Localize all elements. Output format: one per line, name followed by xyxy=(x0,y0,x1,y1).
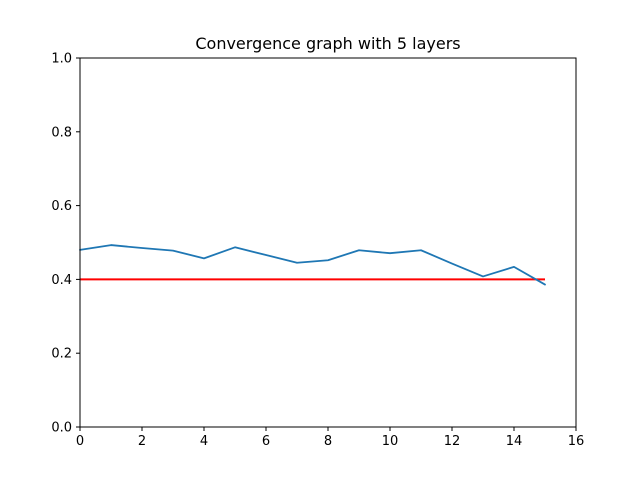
y-tick-label: 0.0 xyxy=(51,421,72,436)
x-tick-label: 4 xyxy=(200,434,208,449)
x-axis: 0 2 4 6 8 10 12 14 16 xyxy=(76,427,584,449)
chart-title: Convergence graph with 5 layers xyxy=(195,34,460,53)
series-line-0 xyxy=(79,244,546,286)
x-tick-label: 0 xyxy=(76,434,84,449)
plot-frame xyxy=(79,57,577,428)
x-tick-label: 16 xyxy=(568,434,585,449)
x-tick-label: 6 xyxy=(262,434,270,449)
y-tick-label: 1.0 xyxy=(51,52,72,67)
x-tick-label: 12 xyxy=(444,434,461,449)
y-tick-label: 0.4 xyxy=(51,273,72,288)
y-tick-label: 0.8 xyxy=(51,125,72,140)
x-tick-label: 10 xyxy=(382,434,399,449)
y-axis: 0.0 0.2 0.4 0.6 0.8 1.0 xyxy=(51,52,80,436)
y-tick-label: 0.2 xyxy=(51,347,72,362)
y-tick-label: 0.6 xyxy=(51,199,72,214)
x-tick-label: 14 xyxy=(506,434,523,449)
plot-area xyxy=(79,57,577,428)
x-tick-label: 8 xyxy=(324,434,332,449)
x-tick-label: 2 xyxy=(138,434,146,449)
